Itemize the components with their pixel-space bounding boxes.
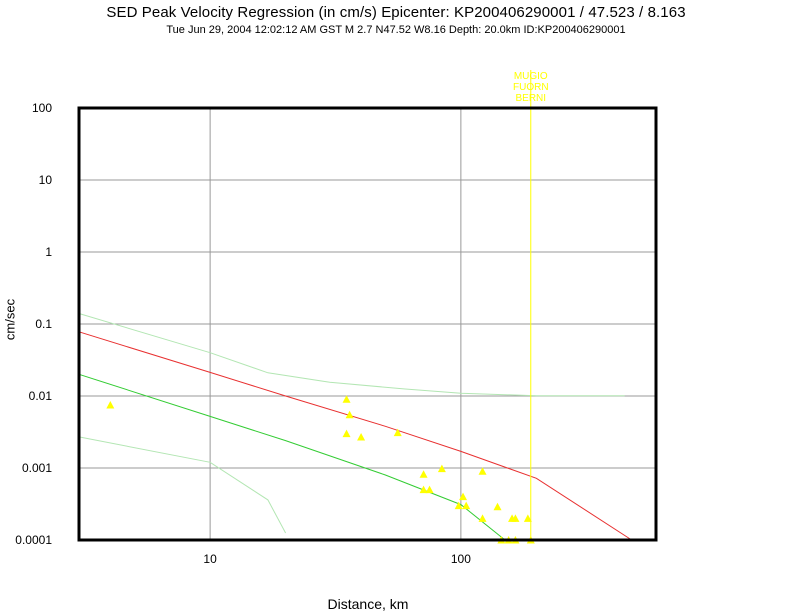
data-point <box>523 514 532 522</box>
data-point <box>106 400 115 409</box>
regression-curve <box>78 436 287 534</box>
plot-border <box>77 106 658 542</box>
x-axis-label: Distance, km <box>327 596 409 612</box>
y-tick-label: 1 <box>45 245 52 259</box>
data-point <box>454 501 463 510</box>
station-label: FUORN <box>513 82 549 93</box>
data-point <box>493 502 502 511</box>
regression-curve <box>78 373 506 541</box>
y-tick-label: 0.001 <box>22 461 52 475</box>
data-point <box>425 485 434 494</box>
regression-curves <box>78 313 632 541</box>
data-point <box>357 432 366 441</box>
y-tick-label: 100 <box>32 101 52 115</box>
data-point <box>342 429 351 438</box>
x-tick-label: 10 <box>203 552 217 566</box>
regression-curve <box>78 313 625 397</box>
data-point <box>462 501 471 510</box>
station-label: BERNI <box>515 93 546 104</box>
y-tick-label: 0.1 <box>35 317 52 331</box>
data-point <box>478 514 487 522</box>
observation-points <box>106 395 535 544</box>
station-label: MUGIO <box>514 71 548 82</box>
data-point <box>419 485 428 494</box>
chart-title: SED Peak Velocity Regression (in cm/s) E… <box>106 4 686 21</box>
regression-curve <box>78 331 632 541</box>
y-tick-label: 0.01 <box>29 389 53 403</box>
axis-ticks: 10 100 100 10 1 0.1 0.01 0.001 0.0001 <box>15 101 471 566</box>
chart-subtitle: Tue Jun 29, 2004 12:02:12 AM GST M 2.7 N… <box>166 24 626 36</box>
data-point <box>437 464 446 473</box>
x-tick-label: 100 <box>451 552 471 566</box>
data-point <box>478 467 487 475</box>
data-point <box>342 395 351 403</box>
data-point <box>459 492 468 501</box>
y-tick-label: 0.0001 <box>15 533 52 547</box>
data-point <box>511 514 520 522</box>
data-point <box>419 470 428 478</box>
y-axis-label: cm/sec <box>2 298 18 341</box>
plot-frame <box>77 106 658 542</box>
data-point <box>345 410 354 419</box>
y-tick-label: 10 <box>39 173 53 187</box>
grid-lines <box>79 108 656 540</box>
data-point <box>393 428 402 437</box>
